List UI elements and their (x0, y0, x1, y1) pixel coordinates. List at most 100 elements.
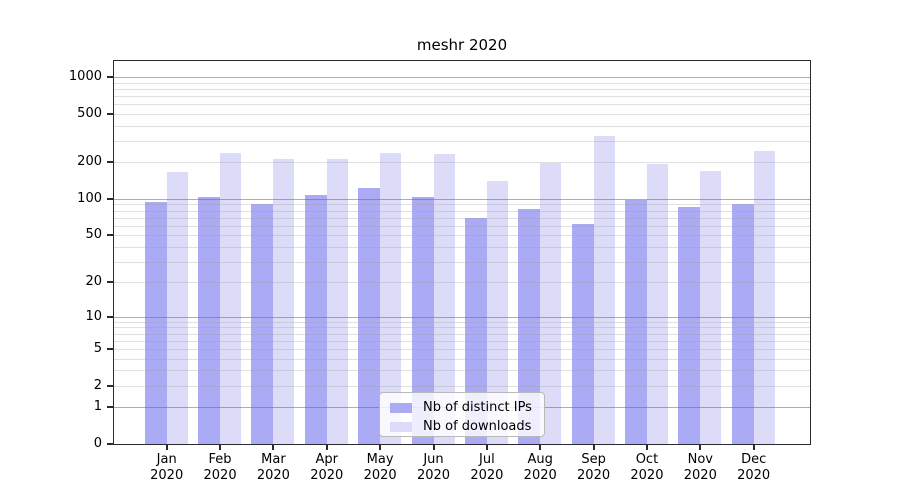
bar-downloads-apr (326, 159, 348, 444)
x-label-year: 2020 (150, 468, 184, 483)
x-axis-tick-label-nov: Nov 2020 (670, 452, 730, 484)
y-axis-tick-5 (107, 347, 114, 350)
x-label-month: Sep (581, 452, 606, 467)
x-axis-tick-jun (432, 445, 435, 450)
x-label-year: 2020 (203, 468, 237, 483)
x-axis-tick-label-jan: Jan 2020 (137, 452, 197, 484)
minor-gridline-70 (114, 217, 810, 219)
x-axis-tick-label-feb: Feb 2020 (190, 452, 250, 484)
bar-distinct-ips-apr (304, 194, 327, 444)
bar-downloads-sep (593, 135, 615, 444)
x-axis-tick-label-oct: Oct 2020 (617, 452, 677, 484)
bar-distinct-ips-feb (198, 197, 221, 444)
minor-gridline-2 (114, 385, 810, 387)
minor-gridline-700 (114, 95, 810, 97)
x-axis-tick-apr (325, 445, 328, 450)
minor-gridline-60 (114, 225, 810, 227)
minor-gridline-50 (114, 235, 810, 237)
x-axis-tick-label-dec: Dec 2020 (724, 452, 784, 484)
x-label-year: 2020 (256, 468, 290, 483)
y-axis-tick-200 (107, 161, 114, 164)
chart-title: meshr 2020 (416, 36, 508, 54)
y-axis-tick-label-0: 0 (93, 436, 102, 451)
legend-swatch-distinct-ips (390, 402, 412, 413)
x-axis-tick-oct (645, 445, 648, 450)
minor-gridline-9 (114, 321, 810, 323)
bar-distinct-ips-nov (678, 206, 701, 444)
minor-gridline-90 (114, 204, 810, 206)
y-axis-tick-label-2: 2 (93, 377, 102, 393)
x-label-year: 2020 (363, 468, 397, 483)
plot-area (113, 60, 811, 445)
bar-distinct-ips-jun (411, 196, 434, 444)
bar-downloads-jul (486, 180, 508, 444)
x-label-year: 2020 (523, 468, 557, 483)
y-axis-tick-label-200: 200 (77, 154, 102, 170)
bar-downloads-nov (700, 170, 722, 444)
x-axis-tick-label-sep: Sep 2020 (564, 452, 624, 484)
minor-gridline-500 (114, 113, 810, 115)
y-axis-tick-label-10: 10 (85, 308, 102, 324)
x-label-month: Dec (741, 452, 767, 467)
x-label-month: Nov (687, 452, 713, 467)
minor-gridline-5 (114, 348, 810, 350)
x-axis-tick-mar (272, 445, 275, 450)
bar-downloads-aug (540, 162, 562, 444)
y-axis-tick-label-20: 20 (85, 274, 102, 290)
bar-downloads-oct (646, 163, 668, 444)
x-label-month: Aug (527, 452, 553, 467)
minor-gridline-8 (114, 327, 810, 329)
x-axis-tick-label-jul: Jul 2020 (457, 452, 517, 484)
y-axis-tick-100 (107, 197, 114, 200)
minor-gridline-3 (114, 370, 810, 372)
x-axis-tick-jul (485, 445, 488, 450)
x-label-month: May (366, 452, 394, 467)
legend-label-distinct-ips: Nb of distinct IPs (423, 400, 532, 415)
x-axis-tick-label-may: May 2020 (350, 452, 410, 484)
legend-row-downloads: Nb of downloads (390, 417, 544, 436)
bar-downloads-may (380, 152, 402, 444)
legend-row-distinct-ips: Nb of distinct IPs (390, 398, 544, 417)
minor-gridline-20 (114, 282, 810, 284)
bar-distinct-ips-may (358, 188, 381, 444)
minor-gridline-400 (114, 125, 810, 127)
major-gridline-1000 (114, 77, 810, 78)
minor-gridline-800 (114, 88, 810, 90)
bar-distinct-ips-aug (518, 209, 541, 444)
y-axis-tick-label-1: 1 (93, 399, 102, 415)
bar-downloads-jan (166, 171, 188, 444)
x-label-year: 2020 (737, 468, 771, 483)
y-axis-tick-1000 (107, 76, 114, 78)
x-axis-tick-aug (539, 445, 542, 450)
y-axis-tick-label-1000: 1000 (68, 69, 102, 84)
y-axis-tick-1 (107, 406, 114, 409)
x-label-year: 2020 (310, 468, 344, 483)
x-axis-tick-label-apr: Apr 2020 (297, 452, 357, 484)
minor-gridline-40 (114, 246, 810, 248)
y-axis-tick-label-50: 50 (85, 227, 102, 243)
y-axis-tick-label-100: 100 (77, 190, 102, 206)
legend-label-downloads: Nb of downloads (423, 419, 532, 434)
x-label-month: Apr (315, 452, 339, 467)
y-axis-tick-500 (107, 112, 114, 115)
minor-gridline-7 (114, 333, 810, 335)
x-axis-tick-label-aug: Aug 2020 (510, 452, 570, 484)
bar-downloads-feb (220, 152, 242, 444)
x-axis-tick-feb (219, 445, 222, 450)
bar-distinct-ips-mar (251, 203, 274, 444)
x-label-month: Mar (261, 452, 286, 467)
x-axis-tick-label-jun: Jun 2020 (404, 452, 464, 484)
minor-gridline-600 (114, 104, 810, 106)
x-label-month: Oct (635, 452, 659, 467)
y-axis-tick-50 (107, 234, 114, 237)
x-axis-tick-nov (699, 445, 702, 450)
bar-distinct-ips-dec (731, 204, 754, 444)
minor-gridline-30 (114, 261, 810, 263)
x-axis-tick-jan (165, 445, 168, 450)
bar-distinct-ips-jul (464, 217, 487, 444)
x-label-month: Jul (479, 452, 495, 467)
bar-distinct-ips-sep (571, 223, 594, 444)
y-axis-tick-2 (107, 384, 114, 387)
x-axis-tick-sep (592, 445, 595, 450)
